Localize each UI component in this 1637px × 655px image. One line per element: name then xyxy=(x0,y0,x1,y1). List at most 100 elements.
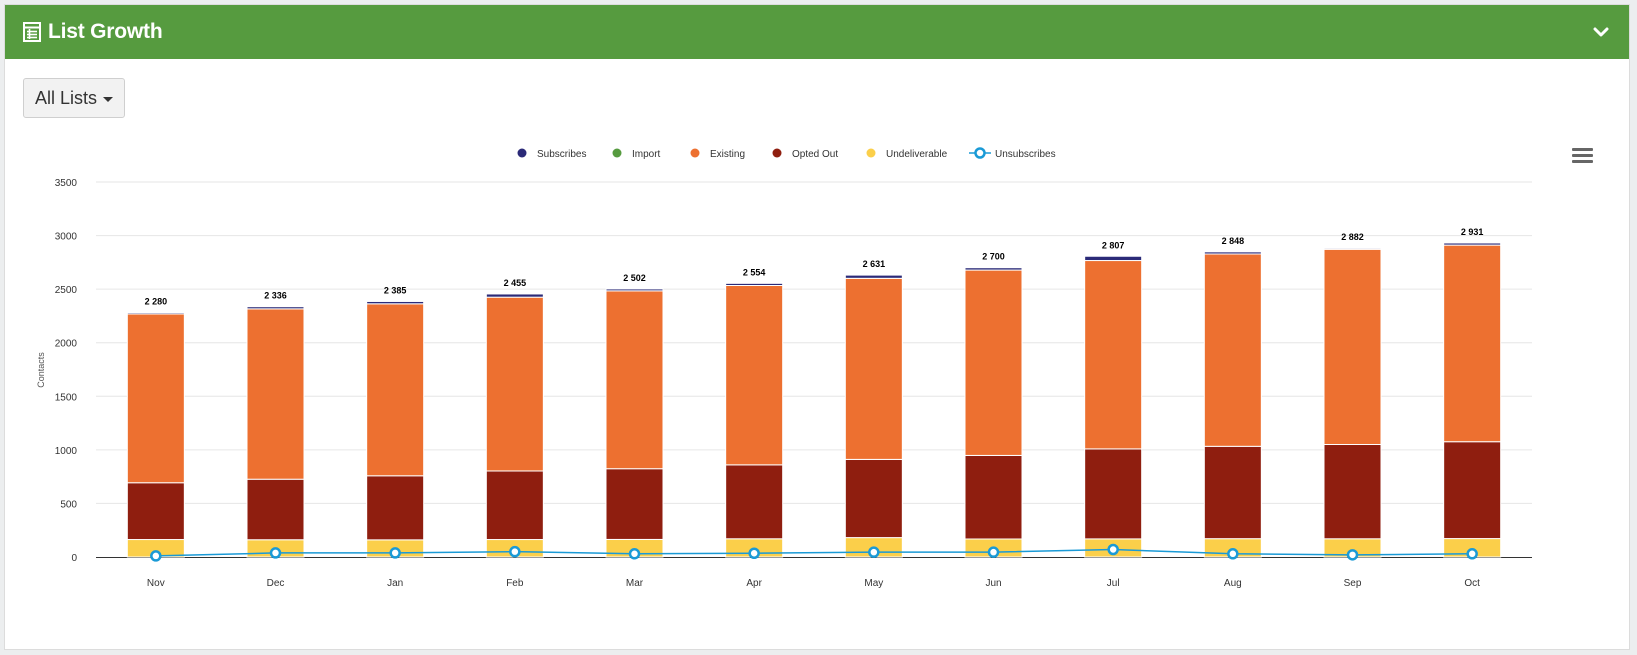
bar-existing-mar xyxy=(605,290,664,470)
bars xyxy=(126,242,1502,558)
x-tick-label-may: May xyxy=(864,578,883,589)
unsubscribes-point-jun xyxy=(987,546,1000,558)
bar-existing-jan xyxy=(366,303,425,477)
total-label-sep: 2 882 xyxy=(1341,232,1364,242)
unsubscribes-point-dec xyxy=(269,547,282,559)
legend-item-subscribes[interactable]: Subscribes xyxy=(517,148,587,161)
bar-existing-feb xyxy=(485,296,544,472)
legend-item-unsubscribes[interactable]: Unsubscribes xyxy=(969,147,1056,161)
bar-subscribes-may xyxy=(844,274,903,279)
list-filter-dropdown[interactable]: All Lists xyxy=(23,78,125,118)
bar-subscribes-feb xyxy=(485,293,544,298)
unsubscribes-point-mar xyxy=(628,548,641,560)
unsubscribes-point-nov xyxy=(150,550,162,562)
bar-opted-out-apr xyxy=(725,464,784,540)
y-axis: 0 500 1000 1500 2000 2500 3000 3500 xyxy=(55,178,78,564)
legend-label: Opted Out xyxy=(792,149,838,160)
unsubscribes-point-jan xyxy=(389,547,401,559)
total-label-jul: 2 807 xyxy=(1102,240,1125,250)
x-tick-label-sep: Sep xyxy=(1344,578,1362,589)
x-tick-label-aug: Aug xyxy=(1224,578,1242,589)
total-label-may: 2 631 xyxy=(863,259,886,269)
bar-opted-out-aug xyxy=(1203,445,1262,540)
bar-opted-out-jan xyxy=(366,475,425,541)
bar-existing-sep xyxy=(1323,248,1382,445)
legend-label: Undeliverable xyxy=(886,149,948,160)
bar-existing-apr xyxy=(725,285,784,466)
panel-header[interactable]: List Growth xyxy=(5,5,1629,59)
y-tick-label-1: 500 xyxy=(60,499,77,510)
bar-subscribes-jan xyxy=(366,300,425,305)
bar-subscribes-sep xyxy=(1323,247,1382,250)
bar-opted-out-feb xyxy=(485,470,544,541)
bar-opted-out-oct xyxy=(1443,441,1502,540)
bar-opted-out-sep xyxy=(1323,444,1382,540)
total-label-feb: 2 455 xyxy=(504,278,527,288)
bar-subscribes-apr xyxy=(725,282,784,287)
table-icon xyxy=(23,22,41,42)
legend-label: Import xyxy=(632,149,661,160)
hamburger-menu-icon[interactable] xyxy=(1571,147,1593,165)
unsubscribes-point-apr xyxy=(748,547,760,559)
legend-circle-marker xyxy=(974,147,986,159)
bar-existing-nov xyxy=(126,313,185,484)
legend: Subscribes Import Existing Opted Out Undeliv… xyxy=(517,147,1056,161)
bar-subscribes-jul xyxy=(1084,255,1143,262)
y-tick-label-5: 2500 xyxy=(55,285,78,296)
bar-opted-out-dec xyxy=(246,478,305,541)
y-tick-label-7: 3500 xyxy=(55,178,78,189)
bar-existing-jul xyxy=(1084,260,1143,450)
total-label-mar: 2 502 xyxy=(623,273,646,283)
y-tick-label-0: 0 xyxy=(71,553,77,564)
x-tick-label-apr: Apr xyxy=(746,578,762,589)
bar-opted-out-jul xyxy=(1084,448,1143,540)
y-tick-label-3: 1500 xyxy=(55,392,78,403)
legend-dot-marker xyxy=(517,148,527,158)
x-tick-label-jul: Jul xyxy=(1107,578,1120,589)
x-tick-label-mar: Mar xyxy=(626,578,644,589)
legend-dot-marker xyxy=(612,148,622,158)
legend-item-opted-out[interactable]: Opted Out xyxy=(772,148,839,161)
total-label-jan: 2 385 xyxy=(384,285,407,295)
bar-subscribes-aug xyxy=(1203,251,1262,255)
list-filter-label: All Lists xyxy=(34,87,97,108)
x-tick-label-nov: Nov xyxy=(147,578,165,589)
bar-existing-oct xyxy=(1443,244,1502,443)
x-tick-label-jun: Jun xyxy=(985,578,1001,589)
caret-down-icon xyxy=(103,97,113,102)
y-tick-label-6: 3000 xyxy=(55,232,78,243)
total-label-apr: 2 554 xyxy=(743,267,766,277)
unsubscribes-point-may xyxy=(868,546,880,558)
y-tick-label-2: 1000 xyxy=(55,446,78,457)
y-tick-label-4: 2000 xyxy=(55,339,78,350)
legend-label: Subscribes xyxy=(537,149,586,160)
grid-lines xyxy=(96,181,1532,558)
x-tick-label-feb: Feb xyxy=(506,578,524,589)
y-axis-label: Contacts xyxy=(36,352,46,388)
bar-subscribes-oct xyxy=(1443,242,1502,246)
legend-dot-marker xyxy=(772,148,782,158)
bar-opted-out-jun xyxy=(964,454,1023,540)
chevron-down-icon[interactable] xyxy=(1593,25,1609,39)
bar-subscribes-nov xyxy=(126,312,185,315)
legend-item-import[interactable]: Import xyxy=(612,148,661,161)
bar-subscribes-mar xyxy=(605,288,664,292)
panel-title-text: List Growth xyxy=(48,20,163,43)
x-tick-label-dec: Dec xyxy=(267,578,285,589)
panel-title: List Growth xyxy=(23,19,163,45)
total-label-aug: 2 848 xyxy=(1222,236,1245,246)
x-tick-label-jan: Jan xyxy=(387,578,403,589)
legend-item-existing[interactable]: Existing xyxy=(690,148,746,161)
total-label-dec: 2 336 xyxy=(264,291,287,301)
unsubscribes-point-sep xyxy=(1346,549,1359,561)
unsubscribes-point-feb xyxy=(509,545,521,558)
legend-dot-marker xyxy=(690,148,700,158)
legend-dot-marker xyxy=(866,148,876,158)
bar-subscribes-dec xyxy=(246,306,305,310)
bar-opted-out-mar xyxy=(605,468,664,540)
bar-existing-jun xyxy=(964,269,1023,456)
unsubscribes-point-jul xyxy=(1107,543,1119,556)
bar-opted-out-nov xyxy=(126,482,185,541)
legend-item-undeliverable[interactable]: Undeliverable xyxy=(866,148,948,161)
